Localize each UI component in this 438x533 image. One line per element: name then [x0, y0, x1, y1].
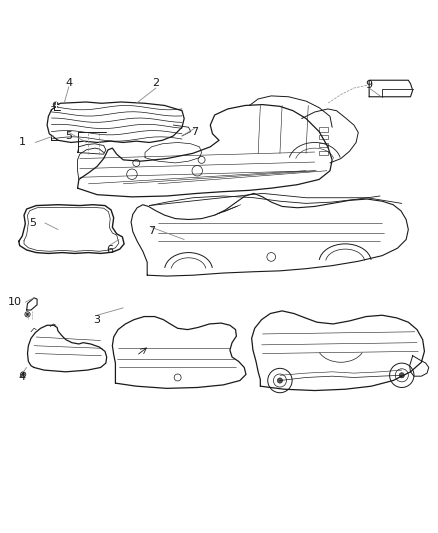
Text: 4: 4 — [19, 373, 26, 383]
Text: 7: 7 — [148, 226, 155, 236]
Bar — [319, 143, 328, 147]
Text: 9: 9 — [366, 79, 373, 90]
Text: 6: 6 — [106, 245, 113, 255]
Text: 5: 5 — [65, 131, 72, 141]
Text: 2: 2 — [152, 78, 159, 88]
Text: 5: 5 — [29, 218, 36, 228]
Bar — [319, 127, 328, 132]
Text: 3: 3 — [94, 314, 101, 325]
Bar — [319, 151, 328, 155]
Text: 7: 7 — [191, 126, 198, 136]
Bar — [319, 135, 328, 140]
Circle shape — [399, 373, 404, 378]
Circle shape — [277, 378, 283, 383]
Circle shape — [53, 102, 58, 107]
Text: 10: 10 — [7, 297, 21, 307]
Circle shape — [22, 373, 25, 376]
Circle shape — [26, 313, 29, 316]
Text: 1: 1 — [19, 138, 26, 148]
Text: 4: 4 — [65, 78, 72, 88]
